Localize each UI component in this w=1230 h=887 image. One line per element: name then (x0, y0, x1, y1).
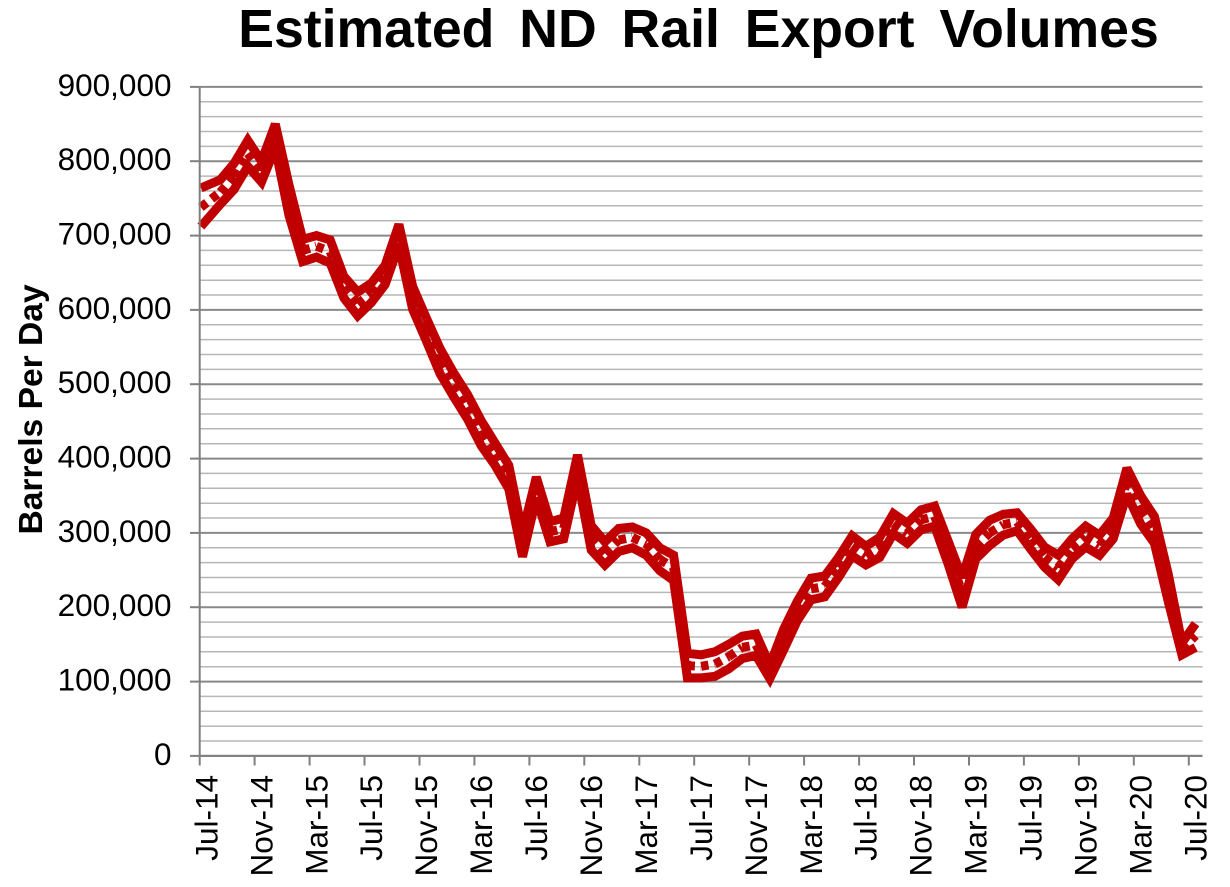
svg-text:Jul-14: Jul-14 (188, 775, 224, 861)
svg-text:Mar-19: Mar-19 (958, 775, 994, 875)
svg-text:Nov-18: Nov-18 (903, 775, 939, 877)
svg-text:Jul-20: Jul-20 (1177, 775, 1213, 861)
svg-text:Nov-15: Nov-15 (408, 775, 444, 877)
svg-text:Barrels Per Day: Barrels Per Day (13, 284, 50, 534)
svg-text:Jul-17: Jul-17 (683, 775, 719, 861)
svg-text:Estimated ND Rail Export Volum: Estimated ND Rail Export Volumes (238, 0, 1159, 59)
svg-text:300,000: 300,000 (58, 513, 172, 549)
svg-text:Nov-16: Nov-16 (573, 775, 609, 877)
svg-text:800,000: 800,000 (58, 141, 172, 177)
svg-text:Mar-17: Mar-17 (628, 775, 664, 875)
svg-text:Jul-16: Jul-16 (518, 775, 554, 861)
svg-text:Jul-19: Jul-19 (1013, 775, 1049, 861)
svg-text:Mar-15: Mar-15 (298, 775, 334, 875)
svg-text:600,000: 600,000 (58, 290, 172, 326)
svg-text:Mar-16: Mar-16 (463, 775, 499, 875)
svg-text:400,000: 400,000 (58, 439, 172, 475)
svg-text:Mar-18: Mar-18 (793, 775, 829, 875)
svg-text:500,000: 500,000 (58, 364, 172, 400)
svg-text:Nov-17: Nov-17 (738, 775, 774, 877)
svg-text:Jul-18: Jul-18 (848, 775, 884, 861)
svg-text:100,000: 100,000 (58, 662, 172, 698)
svg-text:Nov-19: Nov-19 (1068, 775, 1104, 877)
svg-text:Nov-14: Nov-14 (243, 775, 279, 877)
svg-text:700,000: 700,000 (58, 216, 172, 252)
svg-text:200,000: 200,000 (58, 587, 172, 623)
svg-text:0: 0 (154, 736, 172, 772)
svg-text:Jul-15: Jul-15 (353, 775, 389, 861)
svg-text:900,000: 900,000 (58, 67, 172, 103)
svg-text:Mar-20: Mar-20 (1123, 775, 1159, 875)
